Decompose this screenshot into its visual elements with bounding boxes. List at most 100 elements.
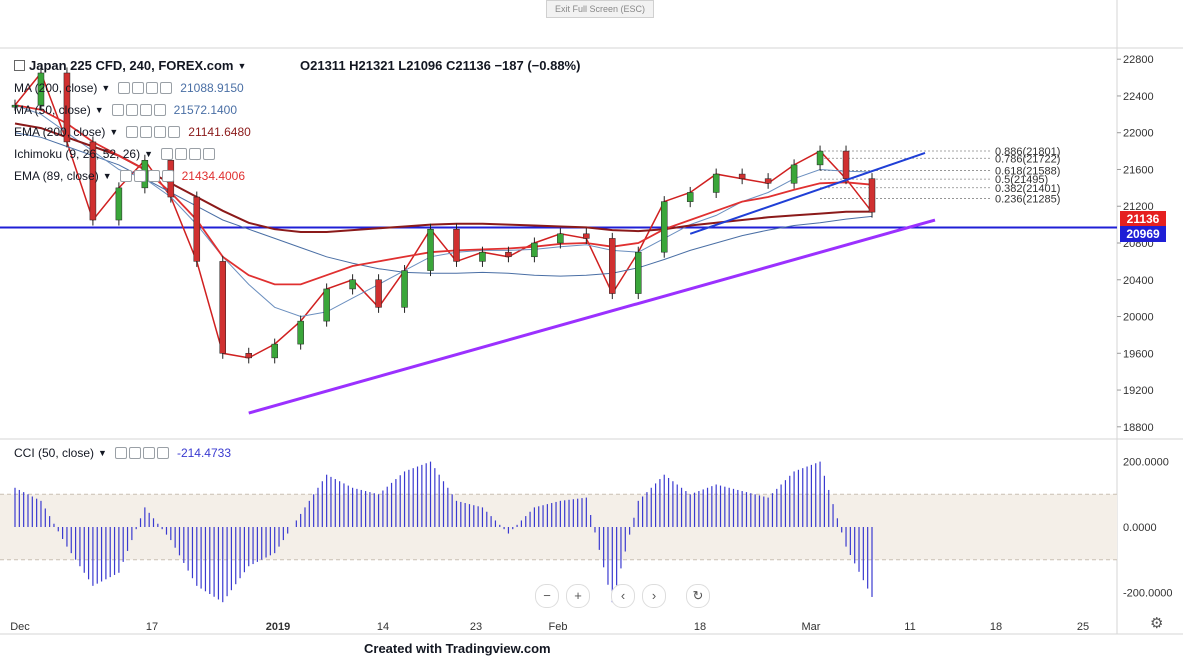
cci-band [0, 494, 1117, 560]
candle-body [375, 279, 382, 308]
x-tick-label: 23 [470, 621, 482, 633]
zoom-out-button[interactable]: − [535, 584, 559, 608]
candle-body [635, 251, 642, 294]
candle-body [583, 233, 590, 239]
y-tick-label: 18800 [1123, 422, 1154, 434]
y-tick-label: 19200 [1123, 385, 1154, 397]
chevron-down-icon[interactable]: ▼ [98, 448, 107, 458]
last-price-tag: 21136 [1120, 211, 1166, 227]
cci-label: CCI (50, close) [14, 446, 95, 460]
candle-body [453, 228, 460, 262]
indicator-legend-row[interactable]: EMA (89, close) ▼ 21434.4006 [14, 169, 245, 183]
exit-fullscreen-button[interactable]: Exit Full Screen (ESC) [546, 0, 654, 18]
zoom-in-button[interactable]: + [566, 584, 590, 608]
indicator-label: EMA (200, close) [14, 125, 106, 139]
candle-body [479, 251, 486, 262]
indicator-label: MA (50, close) [14, 103, 91, 117]
candle-body [115, 187, 123, 221]
indicator-legend-row[interactable]: MA (200, close) ▼ 21088.9150 [14, 81, 244, 95]
y-tick-label: 22800 [1123, 54, 1154, 66]
fib-label: 0.786(21722) [995, 153, 1060, 165]
y-tick-label: 22400 [1123, 91, 1154, 103]
cci-value: -214.4733 [176, 446, 231, 460]
collapse-icon[interactable] [14, 60, 25, 71]
chevron-down-icon[interactable]: ▼ [101, 83, 111, 93]
settings-gear-icon[interactable]: ⚙ [1150, 615, 1164, 632]
candle-body [609, 238, 616, 294]
fib-label: 0.886(21801) [995, 146, 1060, 158]
candle-body [89, 141, 97, 221]
x-tick-label: 11 [904, 621, 915, 633]
symbol-header: Japan 225 CFD, 240, FOREX.com ▼ [14, 58, 246, 73]
candle-body [37, 72, 45, 106]
x-tick-label: 18 [990, 621, 1002, 633]
resistance-trendline [689, 151, 926, 235]
candle-body [11, 104, 19, 108]
candle-body [349, 279, 356, 290]
scroll-left-button[interactable]: ‹ [611, 584, 635, 608]
indicator-legend-row[interactable]: MA (50, close) ▼ 21572.1400 [14, 103, 237, 117]
candle-body [660, 201, 668, 253]
chevron-down-icon[interactable]: ▼ [94, 105, 104, 115]
chevron-down-icon[interactable]: ▼ [102, 171, 112, 181]
chevron-down-icon[interactable]: ▼ [109, 127, 119, 137]
chevron-down-icon[interactable]: ▼ [237, 60, 247, 71]
x-tick-label: Dec [10, 621, 30, 633]
candle-body [271, 343, 278, 359]
y-tick-label: 21600 [1123, 164, 1154, 176]
candle-body [842, 150, 850, 179]
x-tick-label: Feb [549, 621, 568, 633]
indicator-value: 21434.4006 [181, 169, 246, 183]
cci-legend: CCI (50, close) ▼ -214.4733 [14, 446, 231, 460]
y-tick-label: 22000 [1123, 128, 1154, 140]
indicator-controls[interactable] [118, 82, 173, 94]
indicator-label: EMA (89, close) [14, 169, 99, 183]
y-tick-label: 20000 [1123, 312, 1154, 324]
candle-body [323, 288, 330, 322]
candle-body [193, 196, 201, 262]
indicator-controls[interactable] [119, 170, 174, 182]
candle-body [219, 261, 227, 354]
cci-controls[interactable] [114, 447, 169, 459]
candle-body [816, 150, 824, 166]
indicator-legend-row[interactable]: EMA (200, close) ▼ 21141.6480 [14, 125, 251, 139]
fib-label: 0.382(21401) [995, 183, 1060, 195]
scroll-right-button[interactable]: › [642, 584, 666, 608]
candle-body [427, 228, 434, 271]
indicator-value: 21141.6480 [188, 125, 251, 139]
indicator-legend-row[interactable]: Ichimoku (9, 26, 52, 26) ▼ [14, 147, 223, 161]
symbol-title: Japan 225 CFD, 240, FOREX.com [29, 58, 234, 73]
cci-tick-label: -200.0000 [1123, 587, 1173, 599]
candle-body [401, 270, 408, 308]
x-tick-label: Mar [802, 621, 821, 633]
indicator-controls[interactable] [126, 126, 181, 138]
indicator-value: 21088.9150 [180, 81, 244, 95]
x-tick-label: 25 [1077, 621, 1089, 633]
cci-tick-label: 0.0000 [1123, 522, 1157, 534]
candle-body [686, 192, 694, 202]
x-tick-label: 18 [694, 621, 706, 633]
indicator-label: Ichimoku (9, 26, 52, 26) [14, 147, 141, 161]
ohlc-readout: O21311 H21321 L21096 C21136 −187 (−0.88%… [300, 58, 581, 73]
reset-chart-button[interactable]: ↻ [686, 584, 710, 608]
line-price-tag: 20969 [1120, 226, 1166, 242]
candle-body [297, 320, 304, 345]
footer-credit: Created with Tradingview.com [364, 641, 551, 656]
y-tick-label: 21200 [1123, 201, 1154, 213]
indicator-value: 21572.1400 [173, 103, 238, 117]
x-tick-label: 14 [377, 621, 389, 633]
candle-body [63, 72, 71, 143]
y-tick-label: 19600 [1123, 348, 1154, 360]
support-trendline [248, 218, 936, 415]
fib-label: 0.236(21285) [995, 193, 1060, 205]
candle-body [557, 233, 564, 244]
candle-body [764, 178, 772, 184]
fib-label: 0.618(21588) [995, 166, 1060, 178]
candle-body [712, 173, 720, 193]
candle-body [505, 251, 512, 258]
indicator-controls[interactable] [111, 104, 166, 116]
candle-body [738, 173, 746, 179]
indicator-controls[interactable] [161, 148, 215, 160]
chevron-down-icon[interactable]: ▼ [144, 149, 153, 159]
